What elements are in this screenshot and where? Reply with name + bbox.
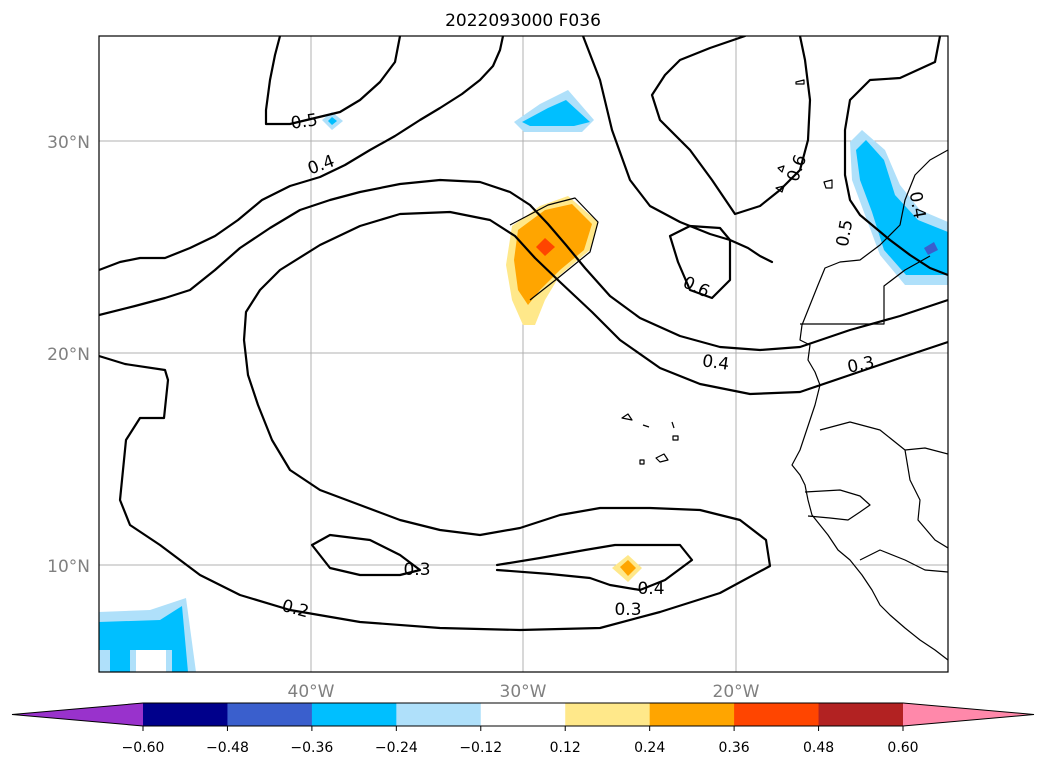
colorbar-segment <box>396 703 482 726</box>
contour-0.6-closed <box>668 224 732 300</box>
map-area: 0.5 0.4 0.6 0.6 0.5 0.4 0.4 0.3 0.3 0.2 … <box>99 36 948 672</box>
gridlines <box>99 36 948 672</box>
contour-0.3 <box>99 210 948 632</box>
contour-0.6 <box>650 36 812 216</box>
contour-0.4-north <box>99 36 505 272</box>
island <box>621 413 633 421</box>
colorbar <box>11 702 1035 727</box>
y-tick-label: 10°N <box>47 557 90 577</box>
filled-anomalies <box>99 90 948 672</box>
island <box>655 453 669 463</box>
fill-negative-blue <box>856 140 948 275</box>
contour-label: 0.4 <box>637 579 664 599</box>
colorbar-tick-label: 0.12 <box>550 740 581 756</box>
island <box>795 79 805 85</box>
fill-outline <box>509 197 599 301</box>
y-axis: 30°N 20°N 10°N <box>47 133 90 577</box>
colorbar-ticks: −0.60 −0.48 −0.36 −0.24 −0.12 0.12 0.24 0.36 0.4… <box>122 726 919 756</box>
colorbar-segment <box>480 703 566 726</box>
y-tick-label: 20°N <box>47 345 90 365</box>
chart-title: 2022093000 F036 <box>445 11 601 31</box>
colorbar-segment <box>143 703 228 726</box>
colorbar-tick-label: 0.60 <box>887 740 918 756</box>
border-line <box>904 449 948 549</box>
island <box>672 435 679 441</box>
colorbar-segment <box>311 703 397 726</box>
x-axis: 40°W 30°W 20°W <box>288 682 760 702</box>
contour-label: 0.3 <box>403 560 430 580</box>
contour-0.5-ne <box>843 36 948 277</box>
contour-0.4 <box>99 178 948 352</box>
contour-label: 0.5 <box>290 110 320 134</box>
fill-neutral <box>136 650 166 672</box>
colorbar-tick-label: −0.60 <box>122 740 165 756</box>
fill-positive-red <box>536 238 555 256</box>
contour-label: 0.4 <box>905 190 929 220</box>
contour-label: 0.3 <box>614 600 641 620</box>
colorbar-segment <box>818 703 904 726</box>
colorbar-segment <box>565 703 651 726</box>
fill-negative-dark <box>924 242 938 255</box>
colorbar-tick-label: −0.12 <box>459 740 502 756</box>
colorbar-tick-label: −0.36 <box>290 740 333 756</box>
island <box>671 421 675 429</box>
map-frame <box>98 35 949 673</box>
fill-negative-blue <box>522 100 590 126</box>
border-line <box>800 255 931 325</box>
border-line <box>859 549 948 573</box>
africa-coastline <box>791 149 948 661</box>
border-line <box>804 489 871 521</box>
colorbar-segment <box>734 703 820 726</box>
contour-label: 0.4 <box>701 351 731 375</box>
colorbar-tick-label: 0.36 <box>719 740 750 756</box>
colorbar-tick-label: −0.48 <box>206 740 249 756</box>
island <box>642 424 650 428</box>
contour-0.4-inner <box>495 543 694 592</box>
colorbar-segment <box>649 703 735 726</box>
coastlines <box>621 79 948 661</box>
colorbar-tick-label: −0.24 <box>375 740 418 756</box>
fill-negative-blue <box>99 606 188 672</box>
x-tick-label: 20°W <box>713 682 760 702</box>
x-tick-label: 30°W <box>500 682 547 702</box>
island <box>777 165 785 173</box>
colorbar-extend-high <box>903 703 1034 726</box>
contour-lines <box>99 36 948 632</box>
island <box>775 185 785 193</box>
island <box>639 459 645 465</box>
fill-positive-orange <box>514 204 592 305</box>
colorbar-tick-label: 0.48 <box>803 740 834 756</box>
y-tick-label: 30°N <box>47 133 90 153</box>
contour-0.3-island <box>310 533 422 577</box>
colorbar-extend-low <box>12 703 143 726</box>
contour-0.6-west <box>581 36 774 264</box>
island <box>823 179 833 189</box>
x-tick-label: 40°W <box>288 682 335 702</box>
contour-0.5 <box>264 36 402 126</box>
colorbar-tick-label: 0.24 <box>634 740 665 756</box>
contour-label: 0.5 <box>833 218 857 248</box>
colorbar-segment <box>227 703 313 726</box>
border-line <box>819 421 948 455</box>
fill-positive-orange <box>620 560 636 576</box>
fill-negative-blue <box>328 117 337 125</box>
